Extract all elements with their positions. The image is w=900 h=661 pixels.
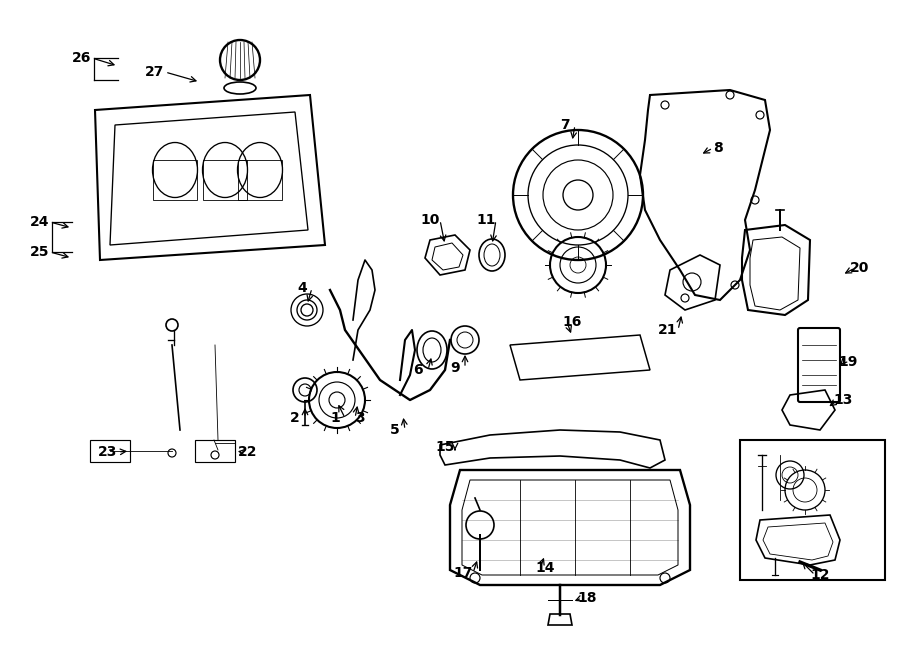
Text: 19: 19 (838, 355, 858, 369)
Text: 1: 1 (330, 411, 340, 425)
Text: 13: 13 (833, 393, 852, 407)
Text: 18: 18 (577, 591, 597, 605)
Text: 10: 10 (420, 213, 440, 227)
Text: 17: 17 (454, 566, 473, 580)
Text: 2: 2 (290, 411, 300, 425)
Bar (740, 440, 885, 580)
Text: 20: 20 (850, 261, 869, 275)
Text: 15: 15 (436, 440, 454, 454)
Text: 6: 6 (413, 363, 423, 377)
Text: 8: 8 (713, 141, 723, 155)
Text: 24: 24 (31, 215, 50, 229)
Text: 4: 4 (297, 281, 307, 295)
Text: 11: 11 (476, 213, 496, 227)
Text: 23: 23 (98, 445, 118, 459)
Text: 7: 7 (560, 118, 570, 132)
Text: 21: 21 (658, 323, 678, 337)
Text: 5: 5 (390, 423, 400, 437)
Text: 25: 25 (31, 245, 50, 259)
Text: 12: 12 (810, 568, 830, 582)
Text: 14: 14 (536, 561, 554, 575)
Text: 3: 3 (356, 411, 364, 425)
Bar (90, 440, 130, 462)
Text: 22: 22 (238, 445, 257, 459)
Text: 27: 27 (145, 65, 165, 79)
Text: 16: 16 (562, 315, 581, 329)
Bar (195, 440, 235, 462)
Text: 26: 26 (72, 51, 92, 65)
Text: 9: 9 (450, 361, 460, 375)
